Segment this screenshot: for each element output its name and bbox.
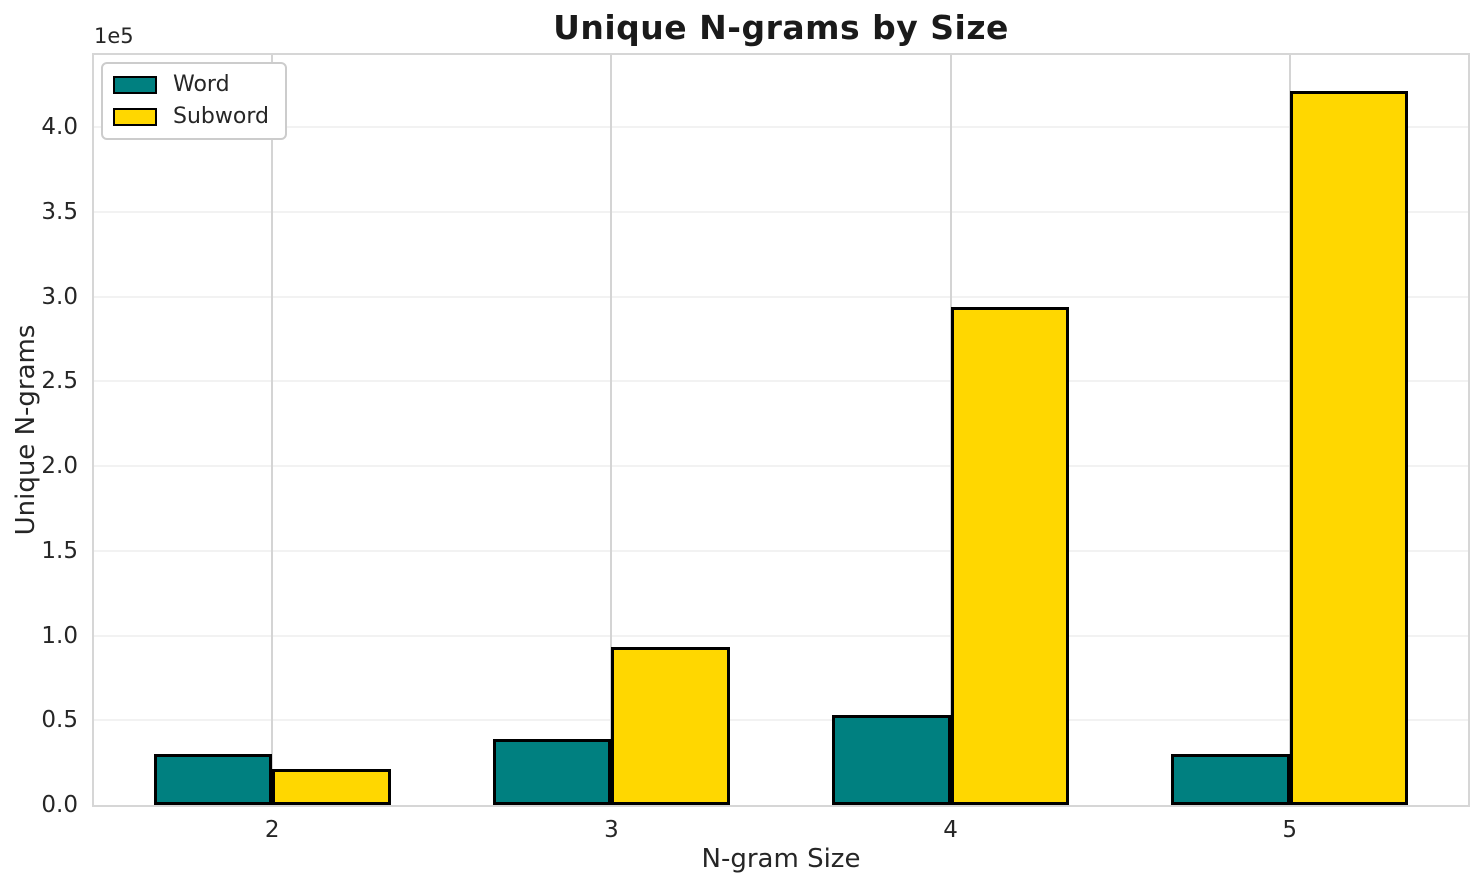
legend-swatch-word-icon (113, 76, 157, 94)
bar-word-2 (153, 754, 273, 805)
y-tick-label: 1.0 (41, 622, 78, 649)
y-tick-label: 3.0 (41, 283, 78, 310)
gridline-horizontal (94, 126, 1468, 129)
x-tick-label: 3 (604, 817, 619, 843)
x-axis-label: N-gram Size (701, 844, 861, 874)
legend-item-word: Word (113, 72, 269, 98)
legend-label-subword: Subword (173, 104, 269, 129)
gridline-horizontal (94, 380, 1468, 383)
y-tick-label: 0.0 (41, 792, 78, 818)
legend: Word Subword (101, 62, 287, 140)
bar-subword-2 (272, 769, 391, 805)
legend-swatch-subword-icon (113, 108, 157, 126)
x-tick-label: 2 (264, 817, 280, 843)
bar-subword-4 (950, 306, 1070, 805)
bar-subword-3 (611, 647, 731, 805)
gridline-horizontal (94, 549, 1468, 552)
legend-label-word: Word (173, 72, 230, 97)
y-tick-label: 2.5 (41, 368, 78, 395)
y-tick-label: 1.5 (41, 537, 78, 564)
gridline-horizontal (94, 210, 1468, 213)
bar-word-3 (492, 738, 612, 805)
gridline-horizontal (94, 295, 1468, 298)
chart-title: Unique N-grams by Size (553, 8, 1009, 47)
x-tick-label: 5 (1282, 817, 1298, 843)
bar-word-4 (831, 715, 951, 805)
gridline-horizontal (94, 719, 1468, 722)
y-tick-label: 3.5 (41, 198, 78, 225)
legend-item-subword: Subword (113, 104, 269, 130)
gridline-vertical (271, 55, 274, 805)
x-tick-label: 4 (943, 817, 958, 843)
plot-area (92, 53, 1470, 807)
bar-subword-5 (1289, 90, 1409, 805)
gridline-horizontal (94, 634, 1468, 637)
gridline-vertical (610, 55, 613, 805)
y-tick-label: 2.0 (41, 453, 78, 480)
y-axis-label: Unique N-grams (11, 324, 41, 536)
y-axis-offset-text: 1e5 (94, 24, 134, 48)
bar-word-5 (1171, 754, 1290, 805)
y-tick-label: 0.5 (41, 707, 78, 734)
y-tick-label: 4.0 (41, 114, 78, 141)
gridline-horizontal (94, 465, 1468, 468)
